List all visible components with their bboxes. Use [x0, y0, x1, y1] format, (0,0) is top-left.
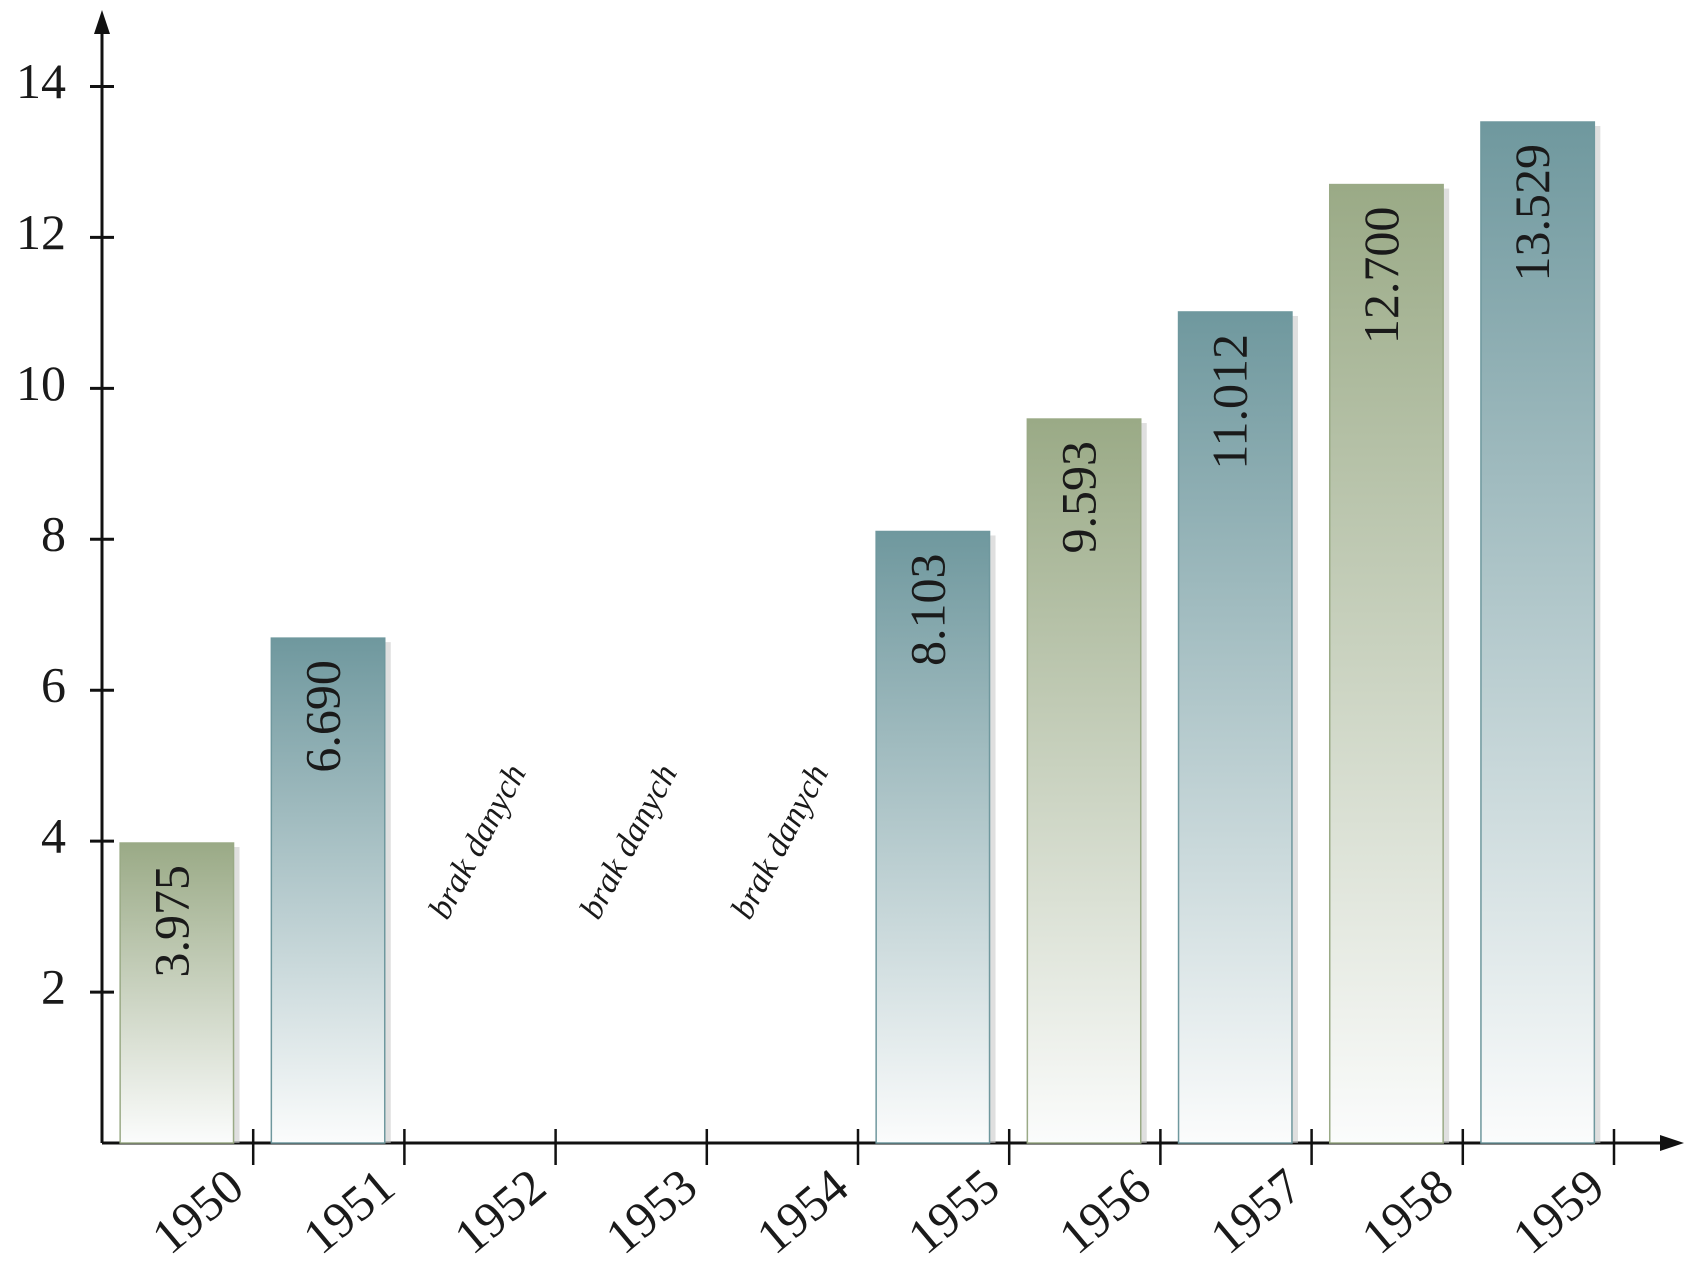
value-label: 13.529: [1504, 144, 1560, 282]
x-tick-label: 1957: [1199, 1157, 1312, 1264]
value-label: 12.700: [1353, 207, 1409, 345]
y-tick-label: 4: [41, 808, 66, 864]
x-tick-label: 1956: [1048, 1157, 1161, 1264]
y-axis-arrow: [94, 10, 110, 34]
value-label: 11.012: [1202, 334, 1258, 470]
no-data-label: brak danych: [422, 758, 534, 925]
y-tick-label: 10: [16, 355, 66, 411]
x-tick-label: 1952: [443, 1157, 556, 1264]
bar: [875, 530, 991, 1144]
y-tick-label: 12: [16, 204, 66, 260]
x-axis-arrow: [1660, 1135, 1684, 1151]
x-tick-label: 1951: [292, 1157, 405, 1264]
y-tick-label: 6: [41, 657, 66, 713]
bar: [1328, 183, 1444, 1144]
y-tick-label: 8: [41, 506, 66, 562]
value-label: 6.690: [295, 660, 351, 773]
value-label: 8.103: [899, 553, 955, 666]
value-label: 9.593: [1051, 441, 1107, 554]
bar: [1177, 311, 1293, 1144]
y-tick-label: 2: [41, 959, 66, 1015]
value-label: 3.975: [143, 865, 199, 978]
x-tick-label: 1955: [897, 1157, 1010, 1264]
x-tick-label: 1954: [746, 1157, 859, 1264]
bar: [1026, 418, 1142, 1144]
bar: [1480, 121, 1596, 1144]
x-tick-label: 1959: [1502, 1157, 1615, 1264]
bar: [119, 842, 235, 1144]
x-tick-label: 1950: [141, 1157, 254, 1264]
no-data-label: brak danych: [724, 758, 836, 925]
y-tick-label: 14: [16, 53, 66, 109]
no-data-label: brak danych: [573, 758, 685, 925]
x-tick-label: 1953: [595, 1157, 708, 1264]
x-tick-label: 1958: [1351, 1157, 1464, 1264]
bar: [270, 637, 386, 1144]
